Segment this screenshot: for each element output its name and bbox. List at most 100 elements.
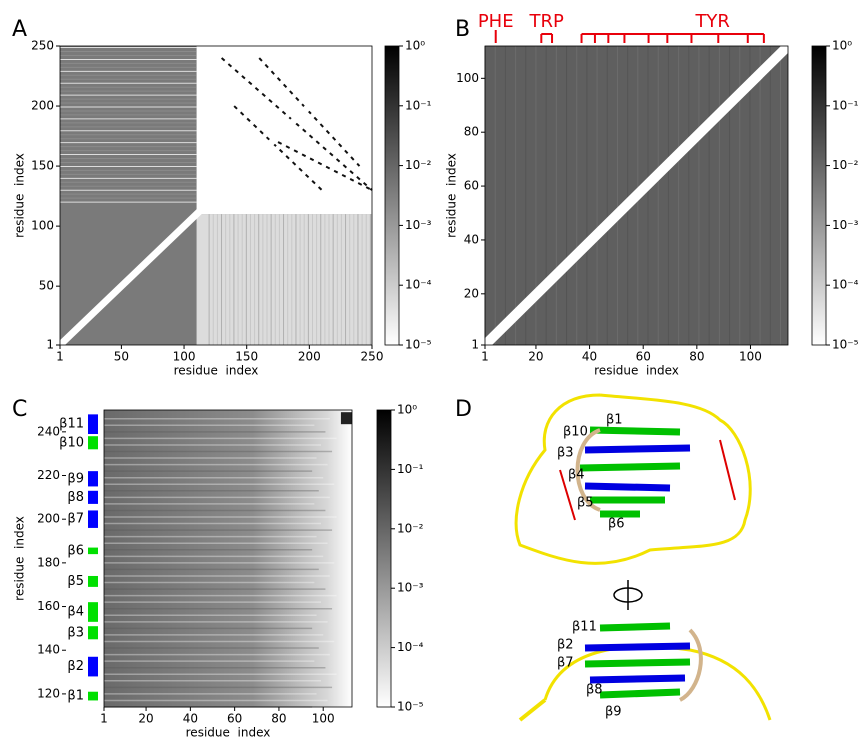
strand-label: β3 xyxy=(67,625,84,640)
colorbar xyxy=(376,409,392,708)
colorbar xyxy=(384,45,400,346)
y-tick-label: 150 xyxy=(31,159,54,173)
diagonal-band xyxy=(57,43,375,348)
x-tick-label: 1 xyxy=(481,350,489,364)
strand-box xyxy=(88,471,98,487)
strand-label: β4 xyxy=(67,605,84,620)
strand-box xyxy=(88,510,98,528)
y-tick-label: 120 xyxy=(37,686,60,700)
group-label: TRP xyxy=(528,11,564,32)
colorbar-tick-label: 10⁻³ xyxy=(405,218,432,232)
strand-box xyxy=(88,575,98,587)
strand-label: β7 xyxy=(67,512,84,527)
colorbar xyxy=(811,45,827,346)
y-tick-label: 1 xyxy=(46,338,54,352)
colorbar-tick-label: 10⁻⁵ xyxy=(397,700,424,714)
strand-label: β1 xyxy=(606,413,623,428)
colorbar-tick-label: 10⁻¹ xyxy=(405,98,432,112)
strand-label: β1 xyxy=(67,689,84,704)
strand-label: β2 xyxy=(557,638,574,653)
colorbar-tick-label: 10⁻² xyxy=(397,521,424,535)
colorbar-tick-label: 10⁻⁴ xyxy=(397,640,424,654)
x-tick-label: 1 xyxy=(100,712,108,726)
y-tick-label: 240 xyxy=(37,424,60,438)
strand-label: β9 xyxy=(605,705,622,720)
x-tick-label: 60 xyxy=(227,712,242,726)
y-tick-label: 100 xyxy=(31,219,54,233)
y-tick-label: 20 xyxy=(464,286,479,300)
x-axis-label: residue index xyxy=(174,364,259,378)
strand-box xyxy=(88,602,98,622)
colorbar-tick-label: 10⁰ xyxy=(397,403,417,417)
x-tick-label: 250 xyxy=(361,350,384,364)
strand-box xyxy=(88,436,98,450)
x-axis-label: residue index xyxy=(594,364,679,378)
structure-drawing xyxy=(514,393,772,722)
strand-label: β5 xyxy=(67,574,84,589)
y-tick-label: 220 xyxy=(37,468,60,482)
heatmap-texture xyxy=(220,57,373,191)
strand-label: β8 xyxy=(67,490,84,505)
plot-frame xyxy=(103,409,353,708)
x-tick-label: 1 xyxy=(56,350,64,364)
heatmap-texture xyxy=(258,57,361,167)
y-tick-label: 60 xyxy=(464,179,479,193)
plot-frame xyxy=(59,45,373,346)
group-label: PHE xyxy=(478,11,514,32)
x-tick-label: 60 xyxy=(636,350,651,364)
y-tick-label: 140 xyxy=(37,643,60,657)
x-tick-label: 150 xyxy=(235,350,258,364)
strand-label: β5 xyxy=(577,496,594,511)
strand-label: β10 xyxy=(563,425,588,440)
colorbar-tick-label: 10⁻¹ xyxy=(397,462,424,476)
strand-box xyxy=(88,656,98,677)
plot-frame xyxy=(484,45,789,346)
strand-label: β8 xyxy=(586,683,603,698)
x-tick-label: 200 xyxy=(298,350,321,364)
strand-label: β6 xyxy=(67,543,84,558)
x-tick-label: 100 xyxy=(739,350,762,364)
colorbar-tick-label: 10⁻⁴ xyxy=(405,278,432,292)
colorbar-tick-label: 10⁻³ xyxy=(397,581,424,595)
y-axis-label: residue index xyxy=(445,153,459,238)
y-tick-label: 160 xyxy=(37,599,60,613)
y-tick-label: 50 xyxy=(39,279,54,293)
strand-box xyxy=(88,490,98,504)
colorbar-tick-label: 10⁻⁵ xyxy=(832,338,859,352)
y-tick-label: 180 xyxy=(37,555,60,569)
colorbar-tick-label: 10⁰ xyxy=(405,39,425,53)
y-axis-label: residue index xyxy=(13,516,27,601)
x-tick-label: 80 xyxy=(689,350,704,364)
y-tick-label: 100 xyxy=(456,71,479,85)
strand-box xyxy=(88,414,98,435)
y-tick-label: 200 xyxy=(31,99,54,113)
x-tick-label: 80 xyxy=(271,712,286,726)
group-label: TYR xyxy=(694,11,730,32)
y-tick-label: 80 xyxy=(464,125,479,139)
colorbar-tick-label: 10⁻² xyxy=(832,158,859,172)
x-tick-label: 20 xyxy=(528,350,543,364)
x-tick-label: 100 xyxy=(173,350,196,364)
strand-label: β3 xyxy=(557,446,574,461)
strand-label: β9 xyxy=(67,471,84,486)
x-tick-label: 50 xyxy=(114,350,129,364)
strand-label: β10 xyxy=(59,435,84,450)
strand-box xyxy=(88,691,98,701)
heatmap-region xyxy=(340,412,352,425)
panel-label: C xyxy=(12,397,27,422)
panel-label: A xyxy=(12,17,27,42)
strand-label: β11 xyxy=(572,620,597,635)
x-tick-label: 40 xyxy=(582,350,597,364)
colorbar-tick-label: 10⁻³ xyxy=(832,218,859,232)
colorbar-tick-label: 10⁻⁵ xyxy=(405,338,432,352)
heatmap-texture xyxy=(233,105,323,191)
strand-label: β7 xyxy=(557,656,574,671)
colorbar-tick-label: 10⁰ xyxy=(832,39,852,53)
x-tick-label: 40 xyxy=(183,712,198,726)
y-tick-label: 40 xyxy=(464,232,479,246)
strand-label: β4 xyxy=(568,468,585,483)
y-tick-label: 1 xyxy=(471,338,479,352)
x-tick-label: 100 xyxy=(312,712,335,726)
strand-box xyxy=(88,547,98,555)
